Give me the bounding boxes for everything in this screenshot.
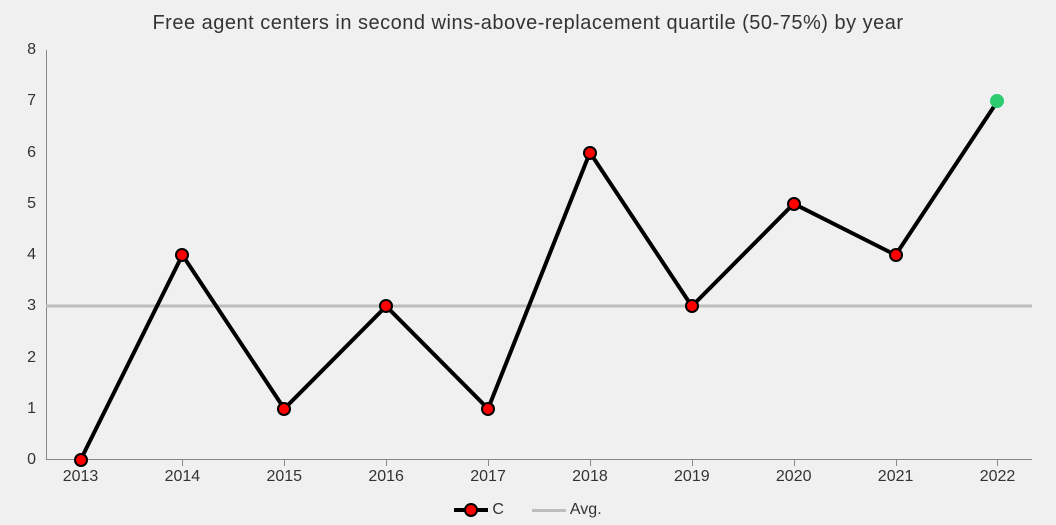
y-tick-label: 2	[27, 349, 36, 367]
x-tick-label: 2016	[368, 468, 404, 486]
y-tick-label: 5	[27, 195, 36, 213]
chart-title: Free agent centers in second wins-above-…	[0, 12, 1056, 35]
data-marker	[175, 248, 189, 262]
y-tick-label: 7	[27, 92, 36, 110]
data-marker	[277, 402, 291, 416]
x-tick-label: 2015	[266, 468, 302, 486]
x-tick-mark	[182, 460, 183, 466]
y-tick-label: 4	[27, 246, 36, 264]
x-tick-mark	[590, 460, 591, 466]
data-marker	[685, 299, 699, 313]
x-tick-mark	[997, 460, 998, 466]
x-tick-label: 2013	[63, 468, 99, 486]
legend-series-swatch	[454, 508, 488, 512]
data-marker	[481, 402, 495, 416]
x-tick-mark	[386, 460, 387, 466]
data-marker	[889, 248, 903, 262]
y-tick-label: 3	[27, 297, 36, 315]
chart-container: Free agent centers in second wins-above-…	[0, 0, 1056, 525]
x-tick-mark	[488, 460, 489, 466]
legend-avg-label: Avg.	[570, 501, 602, 519]
x-tick-label: 2022	[980, 468, 1016, 486]
data-marker	[379, 299, 393, 313]
plot-area: 0123456782013201420152016201720182019202…	[46, 50, 1032, 460]
data-marker	[74, 453, 88, 467]
series-line-path	[46, 50, 1032, 460]
y-tick-label: 6	[27, 144, 36, 162]
legend-series-label: C	[492, 501, 504, 519]
legend-item-series: C	[454, 501, 504, 519]
legend-avg-swatch	[532, 509, 566, 512]
x-tick-mark	[794, 460, 795, 466]
x-tick-mark	[692, 460, 693, 466]
x-tick-label: 2018	[572, 468, 608, 486]
legend: C Avg.	[0, 501, 1056, 519]
data-marker	[990, 94, 1004, 108]
x-tick-label: 2019	[674, 468, 710, 486]
x-tick-mark	[284, 460, 285, 466]
x-tick-label: 2021	[878, 468, 914, 486]
y-tick-label: 8	[27, 41, 36, 59]
data-marker	[787, 197, 801, 211]
legend-item-avg: Avg.	[532, 501, 602, 519]
legend-series-marker	[464, 503, 478, 517]
y-tick-label: 1	[27, 400, 36, 418]
y-tick-label: 0	[27, 451, 36, 469]
data-marker	[583, 146, 597, 160]
x-tick-label: 2014	[165, 468, 201, 486]
x-tick-mark	[896, 460, 897, 466]
x-tick-label: 2020	[776, 468, 812, 486]
x-tick-label: 2017	[470, 468, 506, 486]
